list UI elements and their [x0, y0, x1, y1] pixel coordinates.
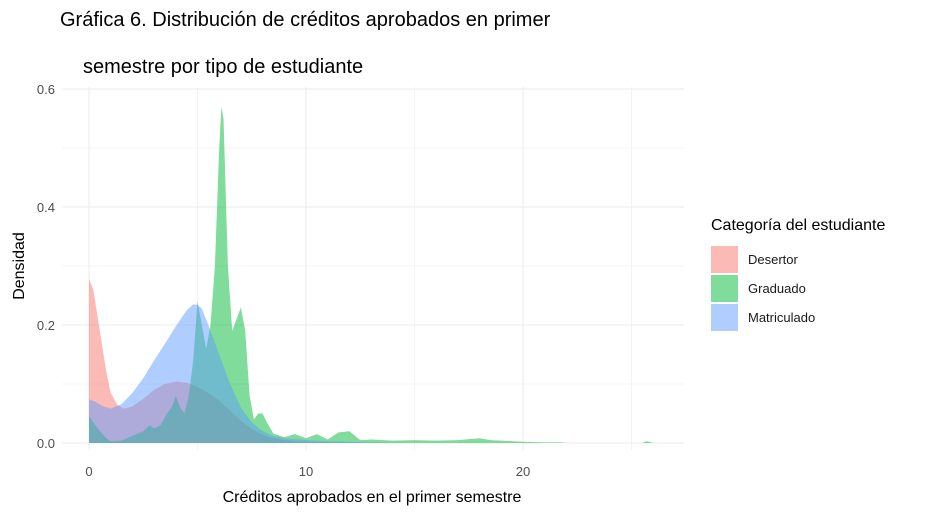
y-tick-label: 0.6 — [37, 82, 55, 97]
legend-label: Matriculado — [748, 310, 816, 325]
legend-item-graduado: Graduado — [711, 274, 885, 303]
legend-items: Desertor Graduado Matriculado — [711, 245, 885, 332]
y-tick-label: 0.0 — [37, 436, 55, 451]
legend-label: Graduado — [748, 281, 806, 296]
x-axis-ticks: 0 10 20 — [85, 464, 530, 479]
grid-lines — [62, 87, 684, 450]
chart-title-line2: semestre por tipo de estudiante — [83, 56, 364, 78]
y-tick-label: 0.2 — [37, 318, 55, 333]
x-tick-label: 20 — [516, 464, 530, 479]
x-tick-label: 0 — [85, 464, 92, 479]
x-axis-label: Créditos aprobados en el primer semestre — [223, 489, 522, 506]
legend-title: Categoría del estudiante — [711, 217, 886, 234]
y-axis-label: Densidad — [11, 232, 28, 300]
density-area-graduado — [89, 106, 654, 443]
legend-label: Desertor — [748, 252, 798, 267]
density-areas — [89, 106, 654, 443]
chart-title-line1: Gráfica 6. Distribución de créditos apro… — [60, 9, 551, 31]
legend-swatch — [711, 246, 738, 273]
x-tick-label: 10 — [299, 464, 313, 479]
legend-item-matriculado: Matriculado — [711, 303, 885, 332]
density-area-matriculado — [89, 304, 393, 443]
y-axis-ticks: 0.0 0.2 0.4 0.6 — [37, 82, 55, 451]
legend: Categoría del estudiante Desertor Graduad… — [711, 217, 885, 332]
legend-swatch — [711, 304, 738, 331]
legend-item-desertor: Desertor — [711, 245, 885, 274]
legend-swatch — [711, 275, 738, 302]
y-tick-label: 0.4 — [37, 200, 55, 215]
